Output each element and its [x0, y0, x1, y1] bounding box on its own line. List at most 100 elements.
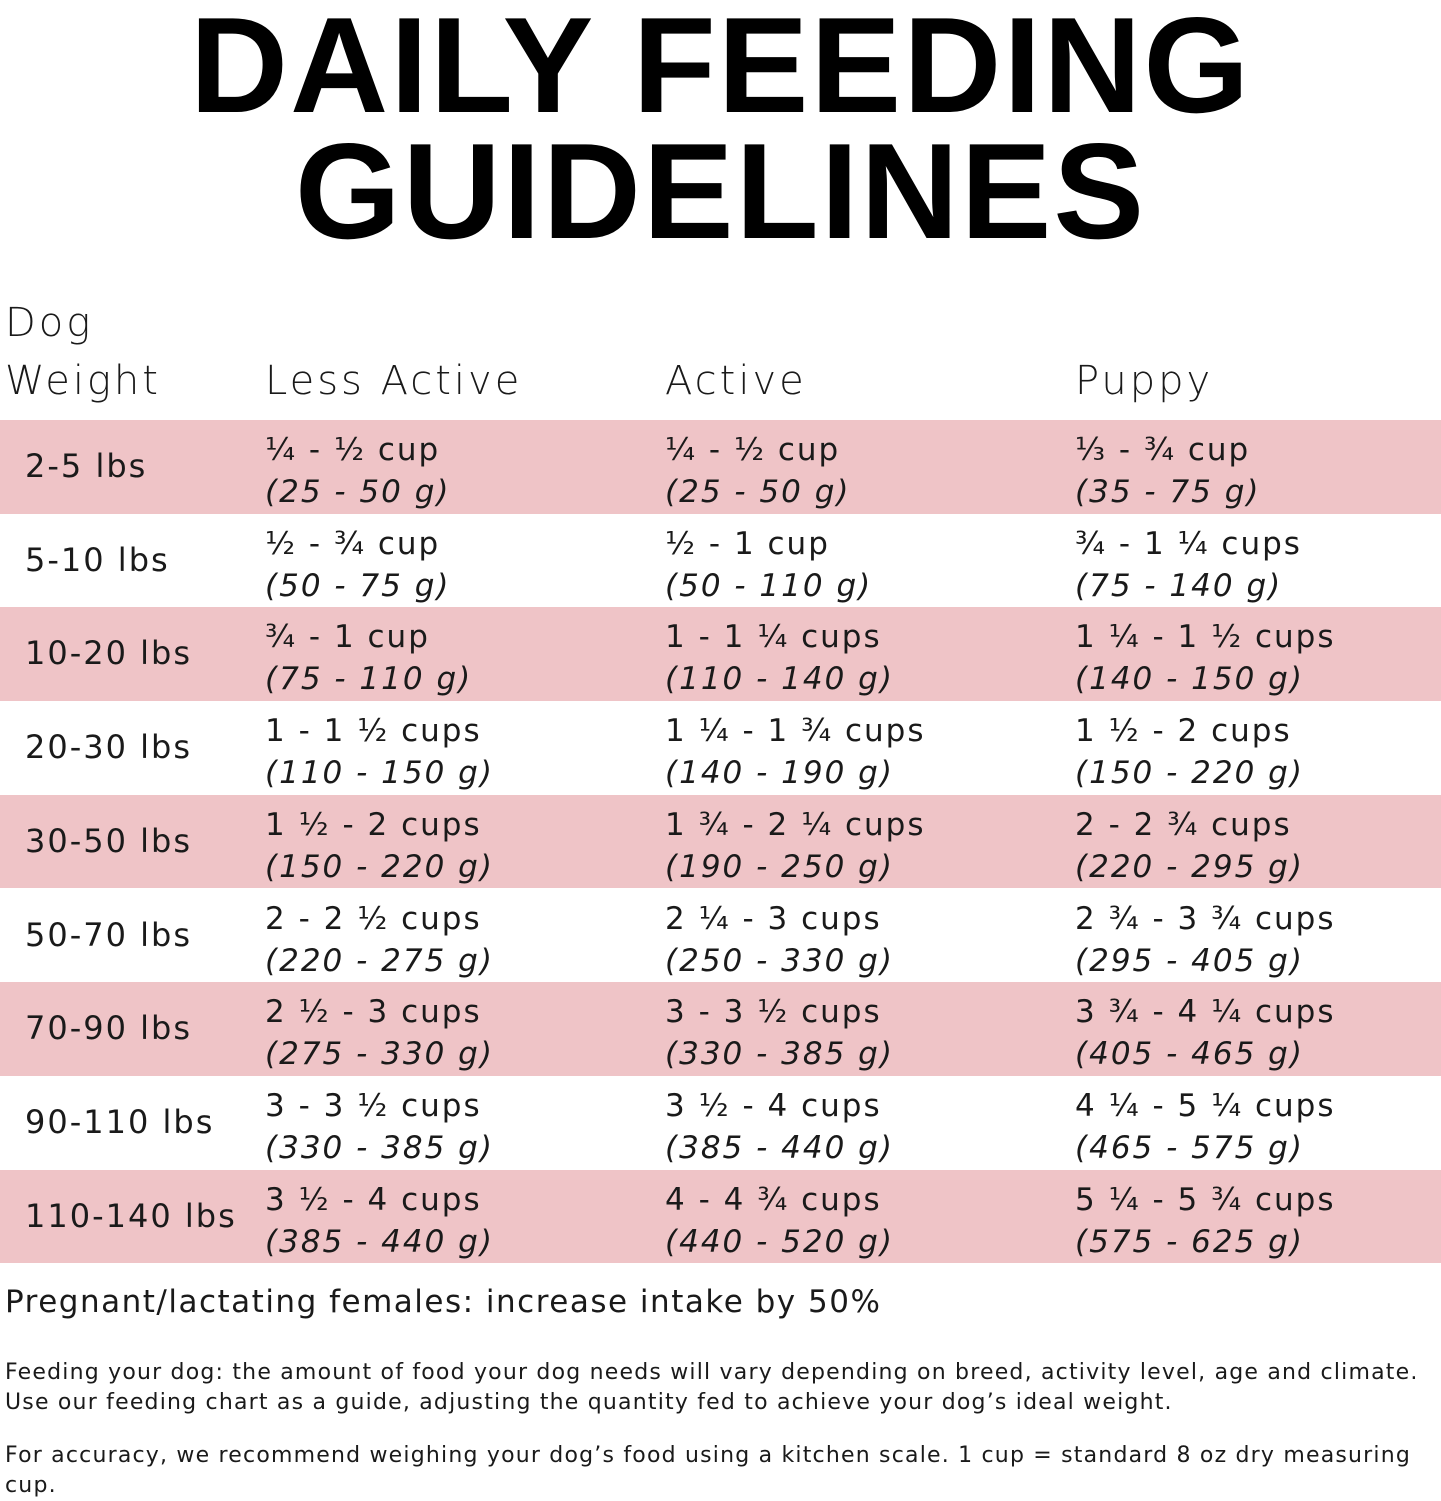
- amount-cell: 2 - 2 ½ cups (220 - 275 g): [265, 898, 494, 982]
- table-row: 70-90 lbs 2 ½ - 3 cups (275 - 330 g) 3 - 3 …: [0, 982, 1441, 1076]
- amount-cell: ¼ - ½ cup (25 - 50 g): [265, 429, 451, 513]
- column-header: Less Active: [265, 358, 523, 404]
- amount-cell: 1 ¾ - 2 ¼ cups (190 - 250 g): [665, 804, 926, 888]
- cups: 1 ¼ - 1 ½ cups: [1075, 619, 1336, 656]
- grams: (50 - 75 g): [265, 567, 451, 604]
- amount-cell: 3 ¾ - 4 ¼ cups (405 - 465 g): [1075, 991, 1336, 1075]
- cups: 1 - 1 ¼ cups: [665, 619, 882, 656]
- table-row: 50-70 lbs 2 - 2 ½ cups (220 - 275 g) 2 ¼ - …: [0, 889, 1441, 983]
- grams: (575 - 625 g): [1075, 1223, 1304, 1260]
- cups: ½ - ¾ cup: [265, 525, 441, 562]
- weight-cell: 10-20 lbs: [25, 634, 193, 673]
- amount-cell: 2 - 2 ¾ cups (220 - 295 g): [1075, 804, 1304, 888]
- cups: ¼ - ½ cup: [665, 432, 841, 468]
- title: DAILY FEEDING GUIDELINES: [0, 0, 1441, 267]
- amount-cell: 3 - 3 ½ cups (330 - 385 g): [265, 1085, 494, 1169]
- cups: ½ - 1 cup: [665, 525, 830, 562]
- cups: 1 ¾ - 2 ¼ cups: [665, 806, 926, 843]
- grams: (385 - 440 g): [665, 1129, 894, 1166]
- grams: (465 - 575 g): [1075, 1129, 1304, 1166]
- grams: (405 - 465 g): [1075, 1036, 1304, 1073]
- title-line: GUIDELINES: [294, 115, 1147, 267]
- cups: 1 ¼ - 1 ¾ cups: [665, 713, 926, 750]
- title-line: DAILY FEEDING: [189, 0, 1252, 141]
- amount-cell: 1 ¼ - 1 ¾ cups (140 - 190 g): [665, 710, 926, 794]
- weight-cell: 50-70 lbs: [25, 915, 193, 954]
- weight-cell: 30-50 lbs: [25, 821, 193, 860]
- amount-cell: ½ - ¾ cup (50 - 75 g): [265, 523, 451, 607]
- amount-cell: 2 ½ - 3 cups (275 - 330 g): [265, 991, 494, 1075]
- cups: 3 ¾ - 4 ¼ cups: [1075, 994, 1336, 1031]
- cups: 2 ¼ - 3 cups: [665, 900, 882, 937]
- cups: 1 - 1 ½ cups: [265, 713, 482, 750]
- amount-cell: 3 ½ - 4 cups (385 - 440 g): [665, 1085, 894, 1169]
- amount-cell: ¾ - 1 ¼ cups (75 - 140 g): [1075, 523, 1302, 607]
- grams: (190 - 250 g): [665, 848, 894, 885]
- paragraph: Feeding your dog: the amount of food you…: [5, 1360, 1419, 1415]
- grams: (75 - 110 g): [265, 661, 473, 698]
- column-header: Puppy: [1075, 358, 1214, 404]
- grams: (275 - 330 g): [265, 1036, 494, 1073]
- cups: 3 - 3 ½ cups: [265, 1087, 482, 1124]
- grams: (110 - 140 g): [665, 661, 894, 698]
- grams: (25 - 50 g): [665, 474, 851, 510]
- grams: (110 - 150 g): [265, 755, 494, 792]
- weight-cell: 70-90 lbs: [25, 1009, 193, 1048]
- amount-cell: 1 - 1 ¼ cups (110 - 140 g): [665, 616, 894, 700]
- cups: 3 - 3 ½ cups: [665, 994, 882, 1031]
- table-row: 30-50 lbs 1 ½ - 2 cups (150 - 220 g) 1 ¾ - …: [0, 794, 1441, 889]
- cups: 4 - 4 ¾ cups: [665, 1181, 882, 1218]
- cups: 1 ½ - 2 cups: [265, 806, 482, 843]
- cups: ¾ - 1 ¼ cups: [1075, 525, 1302, 562]
- cups: 2 - 2 ½ cups: [265, 900, 482, 937]
- grams: (385 - 440 g): [265, 1223, 494, 1260]
- column-header: Active: [665, 358, 807, 404]
- grams: (295 - 405 g): [1075, 942, 1304, 979]
- cups: ¼ - ½ cup: [265, 432, 441, 468]
- weight-cell: 90-110 lbs: [25, 1102, 215, 1141]
- amount-cell: ⅓ - ¾ cup (35 - 75 g): [1075, 429, 1261, 513]
- table-row: 10-20 lbs ¾ - 1 cup (75 - 110 g) 1 - 1 ¼ cu…: [0, 607, 1441, 702]
- amount-cell: 4 - 4 ¾ cups (440 - 520 g): [665, 1179, 894, 1263]
- weight-cell: 2-5 lbs: [25, 447, 148, 485]
- column-header: Dog Weight: [5, 300, 161, 404]
- amount-cell: 2 ¾ - 3 ¾ cups (295 - 405 g): [1075, 898, 1336, 982]
- amount-cell: 1 - 1 ½ cups (110 - 150 g): [265, 710, 494, 794]
- grams: (220 - 275 g): [265, 942, 494, 979]
- grams: (220 - 295 g): [1075, 848, 1304, 885]
- cups: 2 - 2 ¾ cups: [1075, 806, 1292, 843]
- cups: 4 ¼ - 5 ¼ cups: [1075, 1087, 1336, 1124]
- grams: (330 - 385 g): [665, 1036, 894, 1073]
- grams: (35 - 75 g): [1075, 474, 1261, 510]
- amount-cell: 4 ¼ - 5 ¼ cups (465 - 575 g): [1075, 1085, 1336, 1169]
- grams: (75 - 140 g): [1075, 567, 1283, 604]
- amount-cell: 1 ½ - 2 cups (150 - 220 g): [265, 804, 494, 888]
- amount-cell: ¼ - ½ cup (25 - 50 g): [665, 429, 851, 513]
- grams: (440 - 520 g): [665, 1223, 894, 1260]
- amount-cell: 3 ½ - 4 cups (385 - 440 g): [265, 1179, 494, 1263]
- amount-cell: ½ - 1 cup (50 - 110 g): [665, 523, 872, 607]
- cups: 5 ¼ - 5 ¾ cups: [1075, 1181, 1336, 1218]
- cups: ⅓ - ¾ cup: [1075, 432, 1251, 468]
- table-row: 20-30 lbs 1 - 1 ½ cups (110 - 150 g) 1 ¼ - …: [0, 701, 1441, 795]
- cups: 1 ½ - 2 cups: [1075, 713, 1292, 750]
- table-row: 2-5 lbs ¼ - ½ cup (25 - 50 g) ¼ - ½ cup (25 …: [0, 420, 1441, 514]
- table-row: 5-10 lbs ½ - ¾ cup (50 - 75 g) ½ - 1 cup (50…: [0, 514, 1441, 608]
- cups: 3 ½ - 4 cups: [665, 1087, 882, 1124]
- amount-cell: 3 - 3 ½ cups (330 - 385 g): [665, 991, 894, 1075]
- amount-cell: 5 ¼ - 5 ¾ cups (575 - 625 g): [1075, 1179, 1336, 1263]
- grams: (140 - 150 g): [1075, 661, 1304, 698]
- grams: (150 - 220 g): [265, 848, 494, 885]
- cups: ¾ - 1 cup: [265, 619, 430, 656]
- grams: (50 - 110 g): [665, 567, 873, 604]
- table-row: 90-110 lbs 3 - 3 ½ cups (330 - 385 g) 3 ½ -…: [0, 1076, 1441, 1170]
- amount-cell: ¾ - 1 cup (75 - 110 g): [265, 616, 472, 700]
- amount-cell: 2 ¼ - 3 cups (250 - 330 g): [665, 898, 894, 982]
- grams: (150 - 220 g): [1075, 755, 1304, 792]
- cups: 2 ¾ - 3 ¾ cups: [1075, 900, 1336, 937]
- grams: (330 - 385 g): [265, 1129, 494, 1166]
- amount-cell: 1 ¼ - 1 ½ cups (140 - 150 g): [1075, 616, 1336, 700]
- weight-cell: 20-30 lbs: [25, 728, 193, 767]
- table-row: 110-140 lbs 3 ½ - 4 cups (385 - 440 g) 4 - …: [0, 1169, 1441, 1264]
